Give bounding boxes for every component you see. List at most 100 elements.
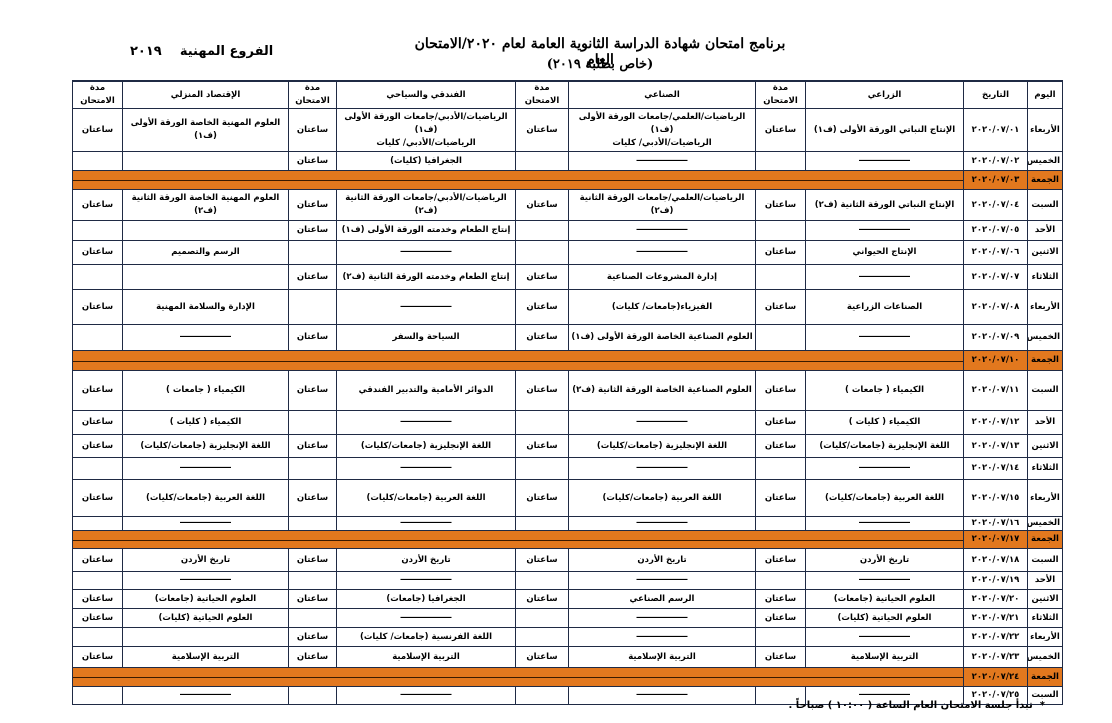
branch-year: ٢٠١٩: [130, 44, 162, 59]
schedule-row: السبت ٢٠٢٠/٠٧/٠٤ الإنتاج النباتي الورقة ال…: [72, 189, 1063, 221]
day: الخميس: [1027, 646, 1063, 668]
subject: ――――――: [805, 516, 964, 531]
subject: الفيزياء(جامعات/ كليات): [568, 289, 756, 325]
duration: ساعتان: [288, 108, 337, 152]
subject: اللغة الإنجليزية (جامعات/كليات): [336, 434, 516, 458]
date: ٢٠٢٠/٠٧/٠٢: [963, 151, 1028, 171]
duration: ساعتان: [755, 240, 806, 265]
schedule-row: السبت ٢٠٢٠/٠٧/٢٥ ―――――― ―――――― ―――――― ――――――: [72, 686, 1063, 705]
schedule-row: السبت ٢٠٢٠/٠٧/١١ الكيمياء ( جامعات ) ساعتان…: [72, 370, 1063, 411]
subject: ――――――: [568, 571, 756, 590]
subject: اللغة الإنجليزية (جامعات/كليات): [805, 434, 964, 458]
day: الأحد: [1027, 410, 1063, 435]
duration: [288, 686, 337, 705]
schedule-row: الاثنين ٢٠٢٠/٠٧/٢٠ العلوم الحياتية (جامعات…: [72, 589, 1063, 609]
date: ٢٠٢٠/٠٧/١٣: [963, 434, 1028, 458]
duration: [515, 627, 569, 647]
day: الأربعاء: [1027, 479, 1063, 517]
day: الجمعة: [1027, 530, 1063, 549]
duration: [515, 608, 569, 628]
day: الجمعة: [1027, 350, 1063, 371]
subject: الرياضيات/الأدبي/جامعات الورقة الثانية (…: [336, 189, 516, 221]
subject: ――――――: [336, 289, 516, 325]
day: الأربعاء: [1027, 627, 1063, 647]
schedule-row: الاثنين ٢٠٢٠/٠٧/٠٦ الإنتاج الحيواني ساعتان ―…: [72, 240, 1063, 265]
subject: الرياضيات/الأدبي/جامعات الورقة الأولى (ف…: [336, 108, 516, 152]
duration: ساعتان: [755, 370, 806, 411]
duration: [288, 457, 337, 480]
day: الثلاثاء: [1027, 457, 1063, 480]
duration: ساعتان: [72, 410, 123, 435]
subject: ――――――: [805, 686, 964, 705]
subject: ――――――: [336, 571, 516, 590]
subject: العلوم الحياتية (كليات): [122, 608, 289, 628]
subject: [122, 627, 289, 647]
date: ٢٠٢٠/٠٧/١٠: [963, 350, 1028, 371]
date: ٢٠٢٠/٠٧/٢٣: [963, 646, 1028, 668]
column-header: مدة الامتحان: [755, 80, 806, 109]
schedule-row: الأحد ٢٠٢٠/٠٧/٠٥ ―――――― ―――――― إنتاج الطعام …: [72, 220, 1063, 241]
duration: [72, 571, 123, 590]
holiday-band: [72, 667, 964, 687]
date: ٢٠٢٠/٠٧/١٧: [963, 530, 1028, 549]
duration: ساعتان: [288, 627, 337, 647]
duration: ساعتان: [755, 410, 806, 435]
subject: [122, 220, 289, 241]
duration: ساعتان: [288, 548, 337, 572]
duration: [755, 627, 806, 647]
date: ٢٠٢٠/٠٧/٢٥: [963, 686, 1028, 705]
subject: الإنتاج الحيواني: [805, 240, 964, 265]
subject: إدارة المشروعات الصناعية: [568, 264, 756, 290]
subject: اللغة العربية (جامعات/كليات): [122, 479, 289, 517]
subject: اللغة الإنجليزية (جامعات/كليات): [568, 434, 756, 458]
duration: [288, 289, 337, 325]
duration: [755, 686, 806, 705]
day: الخميس: [1027, 516, 1063, 531]
schedule-row: الثلاثاء ٢٠٢٠/٠٧/٢١ العلوم الحياتية (كليات…: [72, 608, 1063, 628]
subject: ――――――: [568, 608, 756, 628]
subject: ――――――: [805, 220, 964, 241]
column-header: الزراعي: [805, 80, 964, 109]
subject: اللغة العربية (جامعات/كليات): [568, 479, 756, 517]
date: ٢٠٢٠/٠٧/١٥: [963, 479, 1028, 517]
subject: التربية الإسلامية: [568, 646, 756, 668]
schedule-row: الثلاثاء ٢٠٢٠/٠٧/٠٧ ―――――― إدارة المشروعات …: [72, 264, 1063, 290]
schedule-row: الأحد ٢٠٢٠/٠٧/١٩ ―――――― ―――――― ―――――― ――――――: [72, 571, 1063, 590]
subject: ――――――: [122, 457, 289, 480]
subject: الكيمياء ( جامعات ): [122, 370, 289, 411]
duration: ساعتان: [72, 108, 123, 152]
schedule-row: الخميس ٢٠٢٠/٠٧/٠٩ ―――――― العلوم الصناعية ال…: [72, 324, 1063, 351]
duration: [72, 627, 123, 647]
subject: العلوم المهنية الخاصة الورقة الثانية (ف٢…: [122, 189, 289, 221]
date: ٢٠٢٠/٠٧/٠١: [963, 108, 1028, 152]
subject: ――――――: [568, 220, 756, 241]
subject: الكيمياء ( كليات ): [122, 410, 289, 435]
duration: ساعتان: [755, 434, 806, 458]
subject: اللغة العربية (جامعات/كليات): [805, 479, 964, 517]
subject: ――――――: [568, 627, 756, 647]
subject: الرياضيات/العلمي/جامعات الورقة الثانية (…: [568, 189, 756, 221]
subject: ――――――: [336, 608, 516, 628]
column-header: الفندقي والسياحي: [336, 80, 516, 109]
duration: ساعتان: [755, 189, 806, 221]
day: الأربعاء: [1027, 289, 1063, 325]
day: الأحد: [1027, 571, 1063, 590]
duration: ساعتان: [515, 370, 569, 411]
date: ٢٠٢٠/٠٧/٢١: [963, 608, 1028, 628]
title: برنامج امتحان شهادة الدراسة الثانوية الع…: [414, 36, 786, 68]
date: ٢٠٢٠/٠٧/٢٤: [963, 667, 1028, 687]
duration: ساعتان: [72, 646, 123, 668]
subject: الإنتاج النباتي الورقة الثانية (ف٢): [805, 189, 964, 221]
schedule-table: اليوم التاريخ الزراعي مدة الامتحان الصناعي مد…: [72, 80, 1063, 705]
day: الاثنين: [1027, 434, 1063, 458]
date: ٢٠٢٠/٠٧/١٦: [963, 516, 1028, 531]
subject: إنتاج الطعام وخدمته الورقة الثانية (ف٢): [336, 264, 516, 290]
schedule-row: الجمعة ٢٠٢٠/٠٧/١٧: [72, 530, 1063, 549]
duration: ساعتان: [515, 479, 569, 517]
date: ٢٠٢٠/٠٧/٠٧: [963, 264, 1028, 290]
date: ٢٠٢٠/٠٧/٠٦: [963, 240, 1028, 265]
day: الجمعة: [1027, 170, 1063, 190]
subject: تاريخ الأردن: [568, 548, 756, 572]
subject: الكيمياء ( جامعات ): [805, 370, 964, 411]
